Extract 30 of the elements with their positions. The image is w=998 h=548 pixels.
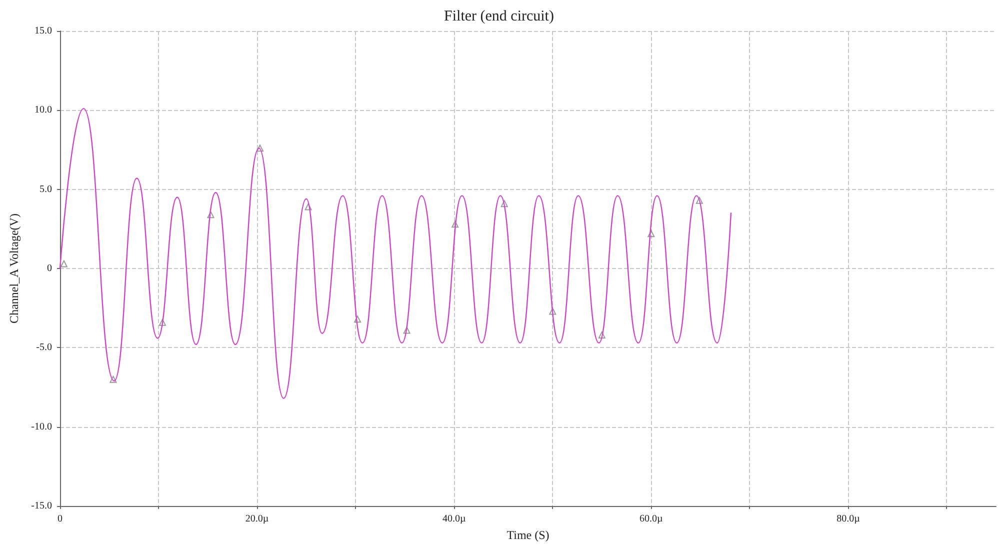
line-series (59, 108, 732, 399)
y-axis-title: Channel_A Voltage(V) (7, 214, 21, 324)
point (598, 332, 606, 338)
x-tick-label: 20.0µ (245, 514, 269, 524)
point (452, 220, 459, 228)
y-tick-label: -15.0 (31, 500, 52, 512)
y-tick-label: -5.0 (36, 342, 52, 354)
point (403, 326, 410, 334)
point (158, 318, 166, 326)
y-tick-label: 0 (47, 263, 52, 274)
point (60, 260, 68, 268)
point (696, 196, 703, 204)
point (354, 316, 362, 323)
y-tick-label: 15.0 (34, 26, 52, 36)
point (500, 200, 508, 208)
point (110, 376, 117, 383)
point (648, 230, 655, 238)
point (256, 144, 264, 152)
chart-title: Filter (end circuit) (444, 8, 554, 24)
point (207, 211, 214, 218)
point (549, 308, 556, 315)
x-tick-label: 80.0µ (836, 514, 860, 524)
x-tick-label: 40.0µ (442, 514, 466, 524)
y-tick-label: 10.0 (34, 104, 52, 116)
y-tick-label: 5.0 (40, 184, 52, 195)
x-tick-label: 60.0µ (640, 514, 664, 524)
x-axis-title: Time (S) (506, 528, 550, 542)
x-tick-label: 0 (58, 514, 62, 524)
point (304, 203, 312, 210)
y-tick-label: -10.0 (31, 421, 52, 432)
